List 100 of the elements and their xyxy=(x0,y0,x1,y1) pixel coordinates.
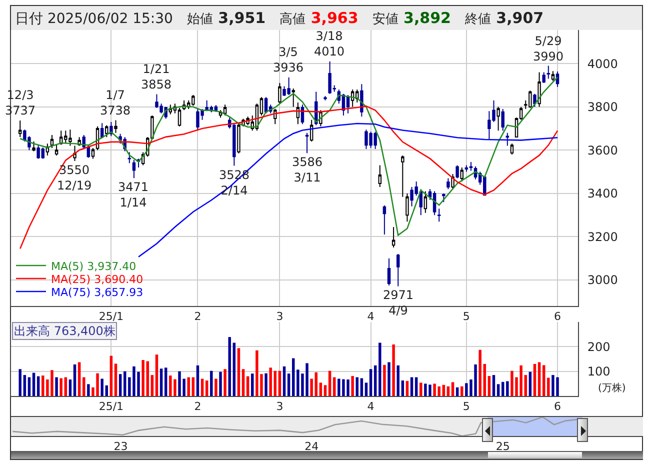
candlestick xyxy=(324,96,327,101)
candlestick xyxy=(392,226,396,248)
y-tick-label: 100 xyxy=(587,364,610,379)
y-tick-label: 3600 xyxy=(587,143,618,158)
bar xyxy=(328,370,332,396)
candlestick xyxy=(54,144,58,156)
bar xyxy=(410,377,414,396)
bar xyxy=(160,368,163,396)
text: 始値 3,951 xyxy=(186,9,266,27)
x-tick-label: 23 xyxy=(114,440,128,454)
candlestick xyxy=(456,164,459,179)
y-tick-label: 3400 xyxy=(587,186,618,201)
bar xyxy=(378,342,382,396)
y-axis-title: (万株) xyxy=(598,382,626,394)
bar xyxy=(406,380,409,396)
bar xyxy=(60,378,62,396)
bar xyxy=(118,374,122,396)
bar xyxy=(73,364,76,396)
candlestick xyxy=(496,106,500,132)
bar xyxy=(456,387,459,396)
bar xyxy=(538,362,541,396)
candlestick xyxy=(546,65,550,80)
candlestick xyxy=(292,88,295,108)
legend-label: MA(25) 3,690.40 xyxy=(51,272,144,286)
candlestick xyxy=(305,132,309,154)
candlestick xyxy=(50,134,54,148)
bar xyxy=(388,362,390,396)
candlestick xyxy=(223,104,227,116)
y-tick-label: 3800 xyxy=(587,100,618,114)
bar xyxy=(100,378,104,396)
candlestick xyxy=(424,190,428,214)
bar xyxy=(264,373,268,396)
bar xyxy=(224,369,226,396)
bar xyxy=(488,376,491,396)
bar xyxy=(533,364,536,396)
bar xyxy=(314,372,318,396)
bar xyxy=(528,372,532,396)
y-tick-label: 200 xyxy=(587,340,610,354)
candlestick xyxy=(32,140,36,152)
candlestick xyxy=(396,254,400,287)
bar xyxy=(542,365,546,396)
candlestick xyxy=(510,143,514,155)
bar xyxy=(210,370,213,396)
bar xyxy=(105,385,108,396)
text: 高値 3,963 xyxy=(280,9,358,27)
x-tick-label: 5 xyxy=(462,400,470,414)
candlestick xyxy=(105,124,108,138)
x-tick-label: 4 xyxy=(367,310,374,324)
x-tick-label: 3 xyxy=(276,310,284,324)
bar xyxy=(237,348,240,396)
candlestick xyxy=(100,122,104,139)
candlestick xyxy=(419,188,422,216)
bar xyxy=(332,377,336,396)
candlestick xyxy=(114,120,118,134)
x-tick-label: 4 xyxy=(367,400,374,414)
bar xyxy=(32,372,36,396)
bar xyxy=(28,377,31,396)
candlestick xyxy=(501,108,504,132)
annotation: 5/29 3990 xyxy=(533,34,564,64)
candlestick xyxy=(556,71,560,88)
bar xyxy=(196,365,200,396)
annotation: 3471 1/14 xyxy=(118,180,149,210)
candlestick xyxy=(378,164,382,188)
bar xyxy=(360,378,364,396)
bar xyxy=(36,376,40,396)
bar xyxy=(55,377,58,396)
bar xyxy=(351,376,354,396)
candlestick xyxy=(132,159,136,179)
bar xyxy=(200,378,204,396)
x-tick-label: 25 xyxy=(496,440,510,454)
bar xyxy=(164,368,168,396)
candlestick xyxy=(382,204,386,236)
candlestick xyxy=(442,192,446,203)
annotation: 3586 3/11 xyxy=(292,155,323,185)
x-tick-label: 25/1 xyxy=(98,310,124,324)
bar xyxy=(23,375,26,396)
candlestick xyxy=(178,107,182,127)
candlestick xyxy=(533,93,536,108)
x-tick-label: 6 xyxy=(554,400,562,414)
x-tick-label: 24 xyxy=(304,440,319,454)
candlestick xyxy=(278,82,282,104)
bar xyxy=(364,382,368,396)
annotation: 3/18 4010 xyxy=(314,29,345,59)
candlestick xyxy=(538,72,541,108)
annotation: 3/5 3936 xyxy=(273,45,304,75)
legend-label: MA(75) 3,657.93 xyxy=(51,286,144,299)
bar xyxy=(269,368,272,396)
y-tick-label: 3000 xyxy=(587,273,618,288)
candlestick xyxy=(73,145,76,162)
bar xyxy=(451,382,454,396)
candlestick xyxy=(406,192,409,222)
candlestick xyxy=(128,152,132,164)
text: 安値 3,892 xyxy=(372,9,451,27)
bar xyxy=(192,377,195,396)
bar xyxy=(64,377,68,396)
candlestick xyxy=(460,166,464,182)
x-tick-label: 2 xyxy=(194,310,202,324)
bar xyxy=(110,356,113,396)
bar xyxy=(251,374,254,396)
bar xyxy=(219,372,222,396)
